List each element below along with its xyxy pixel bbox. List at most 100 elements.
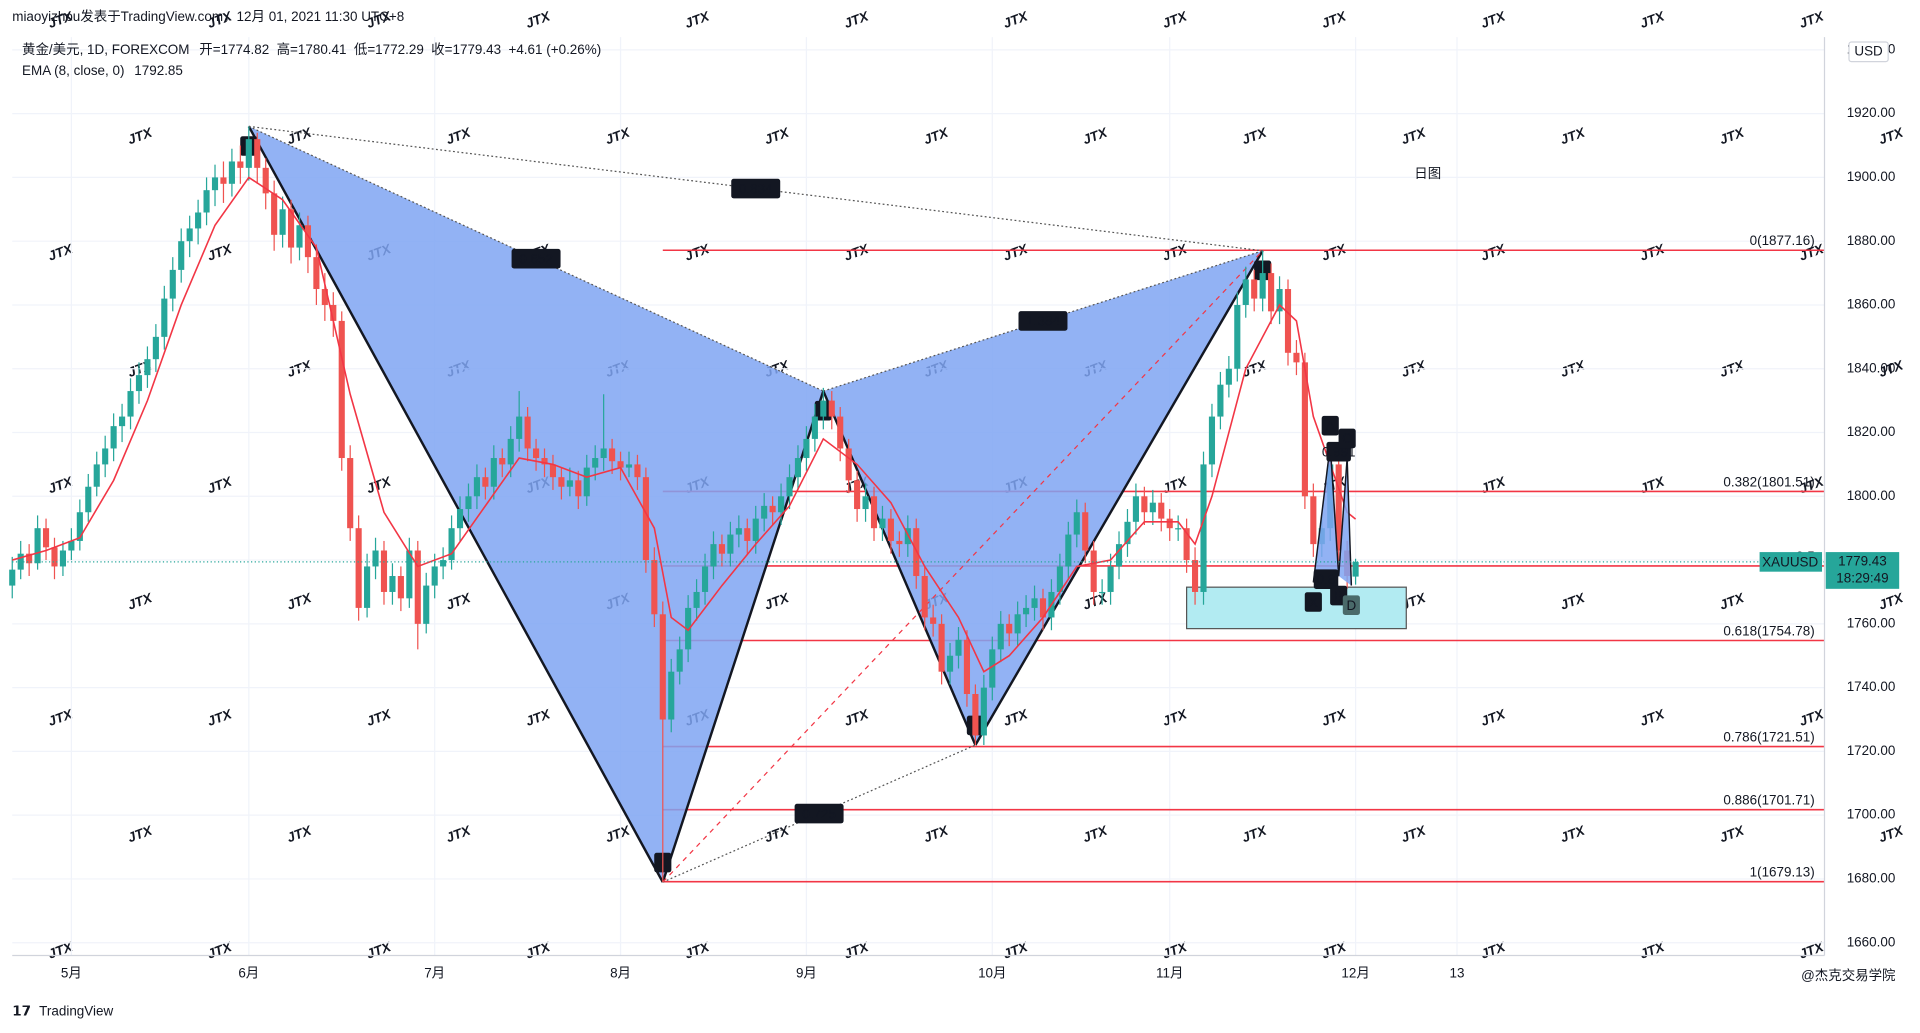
change: +4.61 (+0.26%) bbox=[508, 42, 601, 57]
candle-body bbox=[541, 458, 548, 465]
candle-body bbox=[1335, 464, 1342, 551]
candle-body bbox=[651, 560, 658, 615]
candle-body bbox=[786, 477, 793, 497]
ratio-label: 0.652 bbox=[519, 252, 553, 267]
candle-body bbox=[828, 400, 835, 417]
pattern-leg bbox=[1337, 457, 1348, 577]
y-tick-label: 1840.00 bbox=[1847, 360, 1896, 375]
currency-box[interactable] bbox=[1848, 41, 1889, 63]
candle-body bbox=[34, 528, 41, 564]
candle-body bbox=[1090, 550, 1097, 592]
last-price: 1779.43 bbox=[1838, 553, 1887, 568]
candle-body bbox=[516, 416, 523, 439]
candle-body bbox=[870, 496, 878, 529]
candle-body bbox=[997, 623, 1004, 650]
x-tick-label: 10月 bbox=[978, 965, 1006, 980]
candle-body bbox=[76, 512, 83, 541]
x-tick-label: 9月 bbox=[796, 965, 817, 980]
point-label: C bbox=[1342, 431, 1352, 446]
x-tick-label: 12月 bbox=[1341, 965, 1369, 980]
point-label: B bbox=[1334, 588, 1343, 603]
candle-body bbox=[609, 448, 616, 462]
grid bbox=[12, 37, 1825, 956]
candle-body bbox=[110, 426, 117, 449]
candle-body bbox=[693, 591, 700, 608]
candle-body bbox=[930, 617, 937, 624]
candle-body bbox=[1268, 273, 1275, 312]
candle-body bbox=[1200, 464, 1207, 592]
candle-body bbox=[727, 534, 734, 554]
candle-body bbox=[507, 438, 514, 465]
pattern-leg bbox=[1312, 445, 1331, 583]
candle-body bbox=[59, 550, 66, 567]
pattern-ad-line bbox=[662, 250, 1264, 883]
candle-body bbox=[1276, 289, 1283, 312]
candle-body bbox=[1073, 512, 1080, 535]
y-tick-label: 1680.00 bbox=[1847, 871, 1896, 886]
x-tick-label: 11月 bbox=[1156, 965, 1183, 980]
point-label: X bbox=[1309, 595, 1318, 610]
candle-body bbox=[1234, 304, 1241, 369]
price-tag bbox=[1825, 552, 1900, 589]
plot: 0(1877.16)0.382(1801.51)0.50.618(1754.78… bbox=[9, 125, 1825, 883]
y-tick-label: 1820.00 bbox=[1847, 424, 1896, 439]
candle-body bbox=[1310, 496, 1317, 545]
y-tick-label: 1860.00 bbox=[1847, 297, 1896, 312]
candle-body bbox=[820, 400, 827, 417]
candle-body bbox=[1225, 368, 1232, 385]
candle-body bbox=[862, 496, 869, 510]
candle-body bbox=[946, 655, 954, 672]
publisher: miaoyizhou发表于TradingView.com，12月 01, 202… bbox=[12, 9, 404, 24]
candle-body bbox=[296, 225, 303, 248]
x-tick-label: 6月 bbox=[238, 965, 259, 980]
candle-body bbox=[887, 518, 894, 541]
candle-body bbox=[254, 139, 261, 168]
candle-body bbox=[279, 209, 286, 235]
candle-body bbox=[26, 553, 33, 564]
ema-line bbox=[12, 176, 1357, 673]
candle-body bbox=[152, 336, 159, 360]
ema-name: EMA (8, close, 0) bbox=[22, 63, 124, 78]
fib-label: 0(1877.16) bbox=[1750, 233, 1815, 248]
candle-body bbox=[1352, 561, 1359, 577]
candle-body bbox=[431, 566, 438, 586]
legend: 黄金/美元, 1D, FOREXCOM 开 = 1774.82 高 = 1780.41 低 = 1… bbox=[22, 41, 601, 78]
candle-body bbox=[211, 177, 219, 191]
candle-body bbox=[854, 480, 861, 510]
candle-body bbox=[1175, 528, 1182, 530]
candle-body bbox=[718, 544, 725, 554]
candle-body bbox=[313, 257, 320, 290]
ohlc-value: 1780.41 bbox=[298, 42, 347, 57]
candle-body bbox=[423, 585, 430, 624]
candle-body bbox=[1166, 518, 1173, 529]
candle-body bbox=[811, 416, 818, 439]
candle-body bbox=[896, 540, 903, 545]
candle-body bbox=[735, 528, 742, 535]
candle-body bbox=[955, 639, 962, 656]
candle-body bbox=[668, 671, 675, 720]
candle-body bbox=[1158, 502, 1165, 519]
candle-body bbox=[685, 607, 692, 650]
candle-body bbox=[566, 480, 573, 487]
currency[interactable]: USD bbox=[1854, 43, 1883, 58]
ema-value: 1792.85 bbox=[134, 63, 183, 78]
candle-body bbox=[837, 416, 844, 449]
candle-body bbox=[1208, 416, 1216, 465]
candle-body bbox=[389, 576, 396, 592]
candle-body bbox=[634, 464, 641, 478]
point-badge bbox=[1338, 428, 1356, 449]
candle-body bbox=[372, 550, 379, 567]
candle-body bbox=[972, 694, 979, 736]
ratio-badge bbox=[1313, 569, 1339, 589]
pattern-leg bbox=[1329, 445, 1340, 577]
brand[interactable]: 𝟭𝟳 TradingView bbox=[12, 1003, 113, 1018]
candle-body bbox=[752, 518, 759, 541]
y-tick-label: 1740.00 bbox=[1847, 679, 1896, 694]
candle-body bbox=[642, 477, 649, 561]
candle-body bbox=[1217, 384, 1224, 417]
candle-body bbox=[1132, 496, 1139, 522]
candle-body bbox=[980, 687, 987, 736]
candle-body bbox=[397, 576, 404, 599]
candle-body bbox=[161, 298, 168, 337]
candle-body bbox=[448, 528, 455, 561]
